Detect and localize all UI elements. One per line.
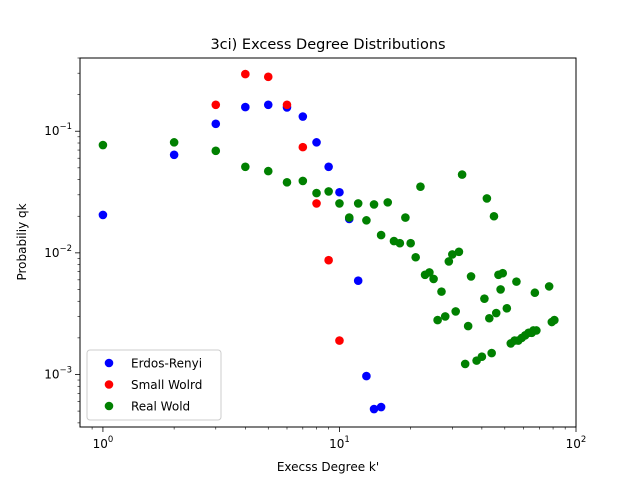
legend-marker bbox=[104, 401, 114, 411]
data-point bbox=[298, 176, 308, 186]
data-point bbox=[477, 352, 487, 362]
data-point bbox=[457, 170, 467, 179]
data-point bbox=[98, 140, 108, 150]
data-point bbox=[312, 199, 321, 208]
data-point bbox=[263, 100, 273, 110]
data-point bbox=[383, 198, 393, 207]
series-2 bbox=[211, 69, 344, 345]
legend-label: Small Wolrd bbox=[131, 378, 202, 392]
data-point bbox=[489, 211, 499, 221]
data-point bbox=[169, 138, 179, 147]
data-point bbox=[298, 142, 308, 152]
data-point bbox=[491, 308, 501, 318]
legend-label: Erdos-Renyi bbox=[131, 357, 202, 371]
data-point bbox=[485, 313, 494, 323]
data-point bbox=[211, 100, 221, 110]
data-point bbox=[362, 216, 371, 225]
y-axis-label: Probabiliy qk bbox=[15, 203, 29, 280]
data-point bbox=[241, 162, 250, 172]
y-tick-label: 10−3 bbox=[44, 365, 72, 381]
data-point bbox=[496, 285, 505, 294]
data-point bbox=[335, 187, 344, 197]
data-point bbox=[376, 230, 386, 240]
legend-label: Real Wold bbox=[131, 400, 190, 414]
data-point bbox=[395, 238, 405, 248]
data-point bbox=[411, 252, 420, 262]
data-point bbox=[312, 138, 321, 147]
data-point bbox=[362, 371, 371, 381]
data-point bbox=[353, 276, 363, 286]
axis-ticks: 100 101 102 10−3 10−2 10−1 bbox=[44, 57, 587, 451]
data-point bbox=[466, 272, 476, 281]
x-tick-label: 101 bbox=[329, 435, 350, 451]
x-axis-label: Execss Degree k' bbox=[277, 460, 379, 474]
data-point bbox=[482, 194, 492, 203]
plot-area bbox=[79, 57, 577, 428]
data-point bbox=[298, 112, 308, 121]
data-point bbox=[530, 288, 540, 298]
x-tick-label: 102 bbox=[566, 435, 587, 451]
chart-title: 3ci) Excess Degree Distributions bbox=[210, 37, 445, 53]
data-point bbox=[406, 238, 415, 248]
legend-marker bbox=[104, 358, 114, 368]
data-point bbox=[324, 255, 333, 265]
data-point bbox=[401, 213, 410, 222]
data-point bbox=[550, 315, 559, 325]
data-point bbox=[502, 304, 512, 313]
data-point bbox=[425, 268, 434, 277]
data-point bbox=[344, 213, 354, 222]
data-point bbox=[512, 277, 521, 286]
data-point bbox=[444, 257, 454, 266]
y-tick-label: 10−2 bbox=[44, 244, 72, 260]
data-point bbox=[98, 210, 108, 220]
data-point bbox=[169, 150, 179, 160]
data-point bbox=[498, 268, 508, 278]
data-point bbox=[463, 321, 473, 331]
series-3 bbox=[98, 138, 559, 369]
data-point bbox=[282, 178, 292, 187]
data-point bbox=[263, 166, 273, 176]
data-point bbox=[532, 326, 541, 335]
data-point bbox=[353, 199, 363, 208]
x-tick-label: 100 bbox=[93, 435, 114, 451]
data-point bbox=[241, 69, 250, 79]
data-point bbox=[451, 307, 460, 316]
legend-frame bbox=[86, 349, 222, 421]
data-point bbox=[335, 199, 344, 208]
data-point bbox=[429, 274, 438, 284]
data-point bbox=[369, 404, 379, 414]
data-point bbox=[324, 162, 333, 172]
y-tick-label: 10−1 bbox=[44, 122, 72, 138]
legend-marker bbox=[104, 380, 114, 389]
data-point bbox=[211, 146, 221, 156]
data-point bbox=[416, 182, 425, 191]
data-point bbox=[335, 336, 344, 345]
data-point bbox=[460, 359, 470, 369]
data-point bbox=[544, 282, 554, 291]
data-point bbox=[263, 72, 273, 82]
data-point bbox=[487, 348, 496, 358]
data-point bbox=[369, 200, 379, 209]
data-point bbox=[282, 100, 292, 110]
data-points bbox=[98, 69, 559, 414]
data-point bbox=[211, 119, 221, 129]
data-point bbox=[448, 250, 457, 259]
data-point bbox=[440, 312, 450, 321]
data-point bbox=[454, 247, 464, 257]
data-point bbox=[241, 102, 250, 112]
data-point bbox=[480, 294, 489, 303]
data-point bbox=[312, 188, 321, 198]
data-point bbox=[437, 287, 446, 296]
data-point bbox=[433, 315, 442, 325]
legend: Erdos-Renyi Small Wolrd Real Wold bbox=[86, 349, 222, 421]
data-point bbox=[324, 187, 333, 196]
data-point bbox=[376, 402, 386, 412]
